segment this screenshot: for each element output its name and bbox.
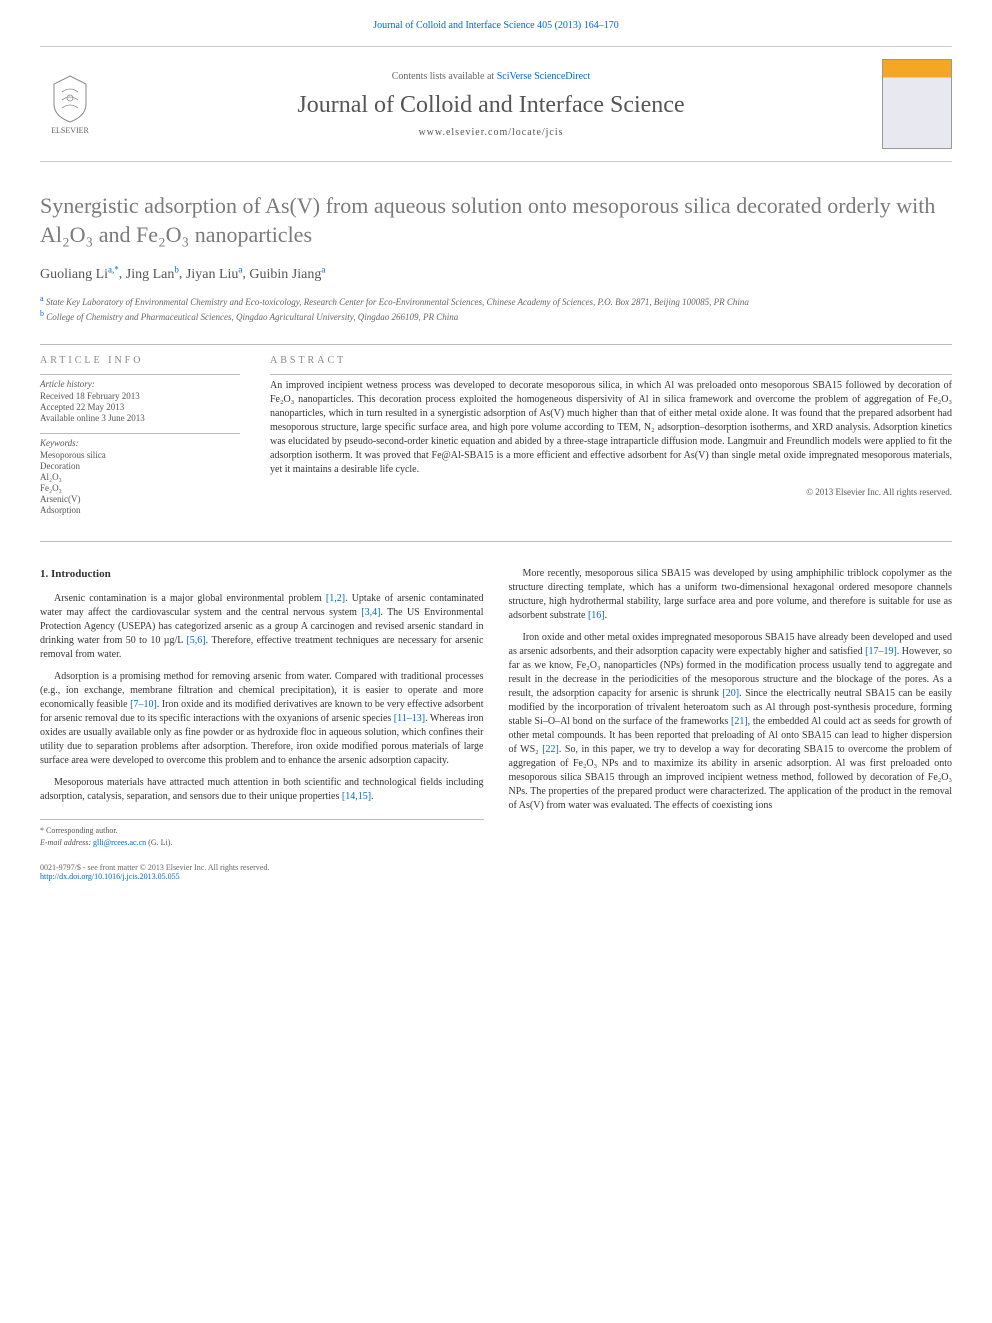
copyright-line: © 2013 Elsevier Inc. All rights reserved… xyxy=(270,487,952,497)
paragraph: Arsenic contamination is a major global … xyxy=(40,592,484,662)
body-columns: 1. Introduction Arsenic contamination is… xyxy=(40,567,952,848)
paragraph: Iron oxide and other metal oxides impreg… xyxy=(509,631,953,813)
history-label: Article history: xyxy=(40,379,240,389)
abstract-heading: ABSTRACT xyxy=(270,355,952,366)
author-list: Guoliang Lia,*, Jing Lanb, Jiyan Liua, G… xyxy=(40,264,952,283)
affiliation: a State Key Laboratory of Environmental … xyxy=(40,293,952,309)
elsevier-logo: ELSEVIER xyxy=(40,69,100,139)
affiliation: b College of Chemistry and Pharmaceutica… xyxy=(40,308,952,324)
reference-link[interactable]: [14,15] xyxy=(342,791,371,802)
author: Guoliang Lia,* xyxy=(40,267,119,282)
keyword: Adsorption xyxy=(40,505,240,515)
journal-title: Journal of Colloid and Interface Science xyxy=(100,92,882,119)
contents-prefix: Contents lists available at xyxy=(392,71,497,82)
author: Guibin Jianga xyxy=(249,267,325,282)
keyword: Decoration xyxy=(40,461,240,471)
abstract-text: An improved incipient wetness process wa… xyxy=(270,379,952,477)
paragraph: More recently, mesoporous silica SBA15 w… xyxy=(509,567,953,623)
footnote-block: * Corresponding author. E-mail address: … xyxy=(40,819,484,847)
accepted-date: Accepted 22 May 2013 xyxy=(40,402,240,412)
info-abstract-row: ARTICLE INFO Article history: Received 1… xyxy=(40,355,952,516)
journal-header: ELSEVIER Contents lists available at Sci… xyxy=(40,46,952,162)
paragraph: Adsorption is a promising method for rem… xyxy=(40,670,484,768)
left-column: 1. Introduction Arsenic contamination is… xyxy=(40,567,484,848)
doi-link[interactable]: http://dx.doi.org/10.1016/j.jcis.2013.05… xyxy=(40,872,952,881)
citation-header: Journal of Colloid and Interface Science… xyxy=(40,20,952,31)
affiliations: a State Key Laboratory of Environmental … xyxy=(40,293,952,324)
paragraph: Mesoporous materials have attracted much… xyxy=(40,776,484,804)
header-center: Contents lists available at SciVerse Sci… xyxy=(100,71,882,138)
keyword: Fe₂O₃ xyxy=(40,483,240,493)
reference-link[interactable]: [5,6] xyxy=(186,635,205,646)
issn-line: 0021-9797/$ - see front matter © 2013 El… xyxy=(40,863,952,872)
journal-url[interactable]: www.elsevier.com/locate/jcis xyxy=(100,127,882,138)
reference-link[interactable]: [21] xyxy=(731,716,748,727)
right-column: More recently, mesoporous silica SBA15 w… xyxy=(509,567,953,848)
online-date: Available online 3 June 2013 xyxy=(40,413,240,423)
divider xyxy=(40,344,952,345)
article-info-heading: ARTICLE INFO xyxy=(40,355,240,366)
reference-link[interactable]: [22] xyxy=(542,744,559,755)
keyword: Mesoporous silica xyxy=(40,450,240,460)
reference-link[interactable]: [17–19] xyxy=(865,646,897,657)
paper-title: Synergistic adsorption of As(V) from aqu… xyxy=(40,192,952,249)
publisher-name: ELSEVIER xyxy=(51,126,89,135)
keyword: Al₂O₃ xyxy=(40,472,240,482)
email-link[interactable]: glli@rcees.ac.cn xyxy=(93,838,146,847)
contents-available: Contents lists available at SciVerse Sci… xyxy=(100,71,882,82)
divider xyxy=(40,541,952,542)
reference-link[interactable]: [7–10] xyxy=(130,699,157,710)
reference-link[interactable]: [11–13] xyxy=(394,713,425,724)
abstract-column: ABSTRACT An improved incipient wetness p… xyxy=(270,355,952,516)
title-block: Synergistic adsorption of As(V) from aqu… xyxy=(40,192,952,249)
sciencedirect-link[interactable]: SciVerse ScienceDirect xyxy=(497,71,591,82)
email-line: E-mail address: glli@rcees.ac.cn (G. Li)… xyxy=(40,837,484,848)
journal-cover-thumbnail xyxy=(882,59,952,149)
received-date: Received 18 February 2013 xyxy=(40,391,240,401)
section-heading: 1. Introduction xyxy=(40,567,484,582)
keywords-label: Keywords: xyxy=(40,438,240,448)
reference-link[interactable]: [16] xyxy=(588,610,605,621)
author: Jiyan Liua xyxy=(186,267,243,282)
corresponding-author: * Corresponding author. xyxy=(40,825,484,836)
reference-link[interactable]: [1,2] xyxy=(326,593,345,604)
author: Jing Lanb xyxy=(126,267,179,282)
keyword: Arsenic(V) xyxy=(40,494,240,504)
footer-meta: 0021-9797/$ - see front matter © 2013 El… xyxy=(40,863,952,881)
reference-link[interactable]: [3,4] xyxy=(361,607,380,618)
article-info: ARTICLE INFO Article history: Received 1… xyxy=(40,355,240,516)
reference-link[interactable]: [20] xyxy=(722,688,739,699)
